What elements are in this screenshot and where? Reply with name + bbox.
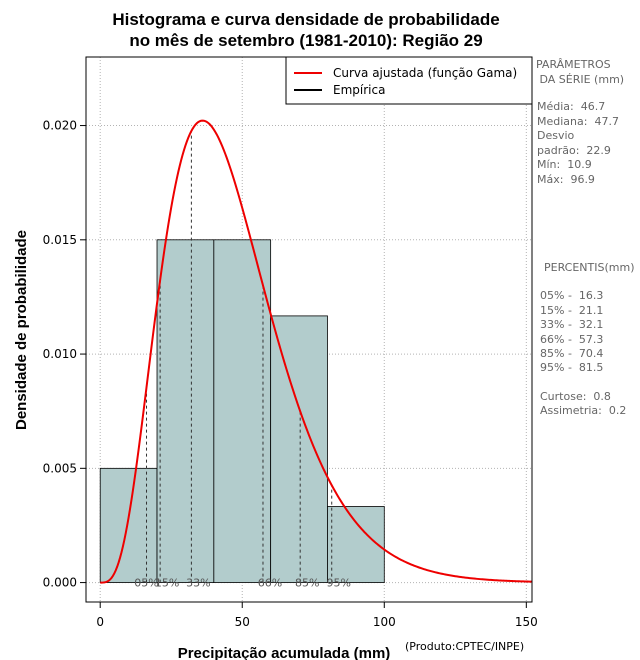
- percentile-labels: 05%15% 33% 66% 85% 95%: [134, 577, 351, 590]
- histogram-bar: [99, 467, 158, 583]
- x-tick-label: 100: [373, 615, 396, 629]
- chart-title-line-1: Histograma e curva densidade de probabil…: [112, 10, 499, 29]
- y-tick-label: 0.015: [43, 233, 77, 247]
- legend: Curva ajustada (função Gama) Empírica: [285, 56, 533, 105]
- legend-curve-label: Curva ajustada (função Gama): [333, 66, 517, 80]
- percentile-15: 15% - 21.1: [540, 304, 603, 317]
- y-axis-label: Densidade de probabilidade: [13, 230, 30, 430]
- params-header-line-2: DA SÉRIE (mm): [536, 73, 624, 86]
- kurtosis: Curtose: 0.8: [540, 390, 611, 403]
- percentile-label: 33%: [186, 577, 210, 590]
- y-tick-label: 0.005: [43, 461, 77, 475]
- percentile-label: 15%: [155, 577, 179, 590]
- param-min: Mín: 10.9: [537, 158, 592, 171]
- legend-empirical-label: Empírica: [333, 83, 385, 97]
- credit-text: (Produto:CPTEC/INPE): [405, 640, 524, 653]
- percentile-label: 05%: [134, 577, 158, 590]
- x-tick-label: 50: [235, 615, 250, 629]
- params-header-line-1: PARÂMETROS: [536, 58, 611, 71]
- percentile-label: 66%: [258, 577, 282, 590]
- x-axis-label: Precipitação acumulada (mm): [178, 645, 391, 660]
- percentile-05: 05% - 16.3: [540, 289, 603, 302]
- histogram-bar: [213, 239, 272, 583]
- param-sd-value: padrão: 22.9: [537, 144, 611, 157]
- percentile-label: 95%: [326, 577, 350, 590]
- legend-box: [285, 56, 533, 105]
- histogram-bars: [99, 239, 385, 583]
- x-tick-label: 0: [96, 615, 104, 629]
- percentile-lines: [146, 130, 333, 583]
- param-sd-label: Desvio: [537, 129, 575, 142]
- y-tick-label: 0.020: [43, 119, 77, 133]
- percentile-33: 33% - 32.1: [540, 318, 603, 331]
- percentile-95: 95% - 81.5: [540, 361, 603, 374]
- percentile-85: 85% - 70.4: [540, 347, 603, 360]
- percentiles-header: PERCENTIS(mm): [544, 261, 635, 274]
- param-mean: Média: 46.7: [537, 100, 605, 113]
- x-tick-label: 150: [515, 615, 538, 629]
- histogram-bar: [327, 506, 385, 583]
- axis-ticks: 0 50 100 150 0.000 0.005 0.010 0.015 0.020: [43, 119, 538, 629]
- gamma-density-curve: [100, 119, 533, 584]
- percentile-66: 66% - 57.3: [540, 333, 603, 346]
- param-median: Mediana: 47.7: [537, 115, 619, 128]
- chart-title-line-2: no mês de setembro (1981-2010): Região 2…: [129, 31, 482, 50]
- percentile-label: 85%: [295, 577, 319, 590]
- y-tick-label: 0.010: [43, 347, 77, 361]
- side-panel: PARÂMETROS DA SÉRIE (mm) Média: 46.7 Med…: [536, 58, 635, 417]
- y-tick-label: 0.000: [43, 576, 77, 590]
- param-max: Máx: 96.9: [537, 173, 595, 186]
- histogram-bar: [156, 239, 215, 583]
- skewness: Assimetria: 0.2: [540, 404, 626, 417]
- histogram-bar: [270, 315, 328, 583]
